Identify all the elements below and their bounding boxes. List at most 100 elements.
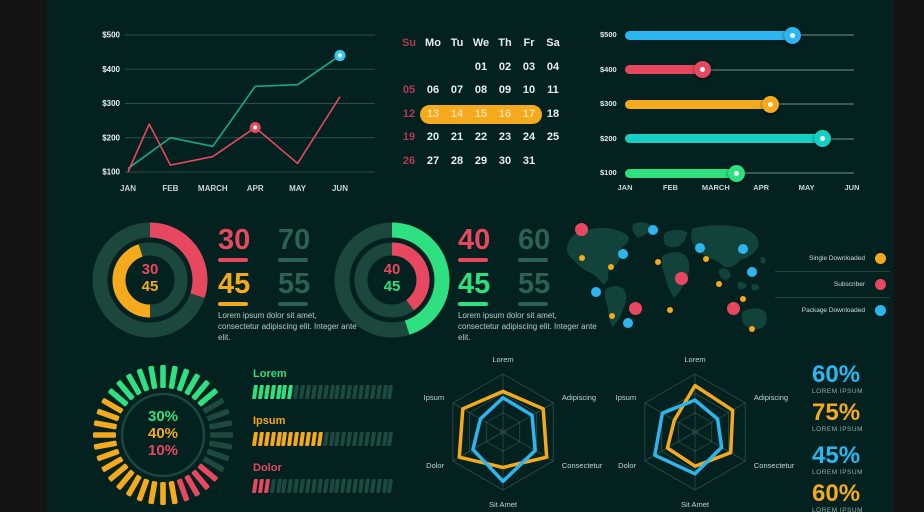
map-data-dot [608, 312, 615, 319]
legend-item[interactable]: Single Downloaded [775, 246, 890, 271]
calendar-day[interactable]: 04 [546, 60, 560, 73]
calendar-day[interactable]: 05 [402, 84, 416, 96]
radar-axis-label: Ipsum [424, 393, 444, 402]
slider-track[interactable] [625, 129, 854, 149]
calendar-day[interactable]: 28 [450, 154, 464, 167]
legend-dot [875, 279, 886, 290]
slider-row: $400 [598, 60, 890, 80]
calendar-empty-cell [421, 56, 445, 80]
map-data-dot [748, 325, 755, 332]
stat-number: 60 [518, 224, 551, 256]
progress-bar-segment [375, 385, 382, 399]
gauge-tick [168, 481, 178, 505]
slider-track[interactable] [625, 25, 854, 45]
calendar-day[interactable]: 23 [498, 131, 512, 143]
monthly-line-chart-panel: $100 $200 $300 $400 $500 JAN FEB MARCH APR MAY JUN [85, 12, 385, 207]
progress-bar[interactable] [252, 432, 433, 446]
slider-track[interactable] [625, 60, 854, 80]
calendar-day[interactable]: 06 [426, 84, 440, 96]
calendar-empty-cell [541, 150, 565, 174]
donut-left-stats: 30 70 45 55 [218, 226, 326, 306]
gauge-tick [96, 448, 120, 462]
radar-axis-label: Consectetur [754, 461, 795, 470]
stat-underline [458, 258, 488, 262]
calendar-day[interactable]: 27 [426, 154, 440, 167]
progress-bar-segment [369, 479, 377, 493]
map-data-dot [575, 222, 589, 236]
radar-axis-label: Dolor [426, 461, 444, 470]
radar-spoke [644, 431, 696, 462]
radar-axis-label: Sit Amet [681, 500, 710, 509]
calendar-day[interactable]: 16 [498, 107, 512, 120]
calendar-day[interactable]: 03 [522, 60, 536, 73]
slider-handle[interactable] [784, 26, 802, 44]
caption-text: Lorem ipsum dolor sit amet, consectetur … [218, 311, 357, 342]
x-axis-tick-label: FEB [162, 184, 178, 193]
calendar-day[interactable]: 24 [522, 131, 536, 143]
progress-bar-segment [387, 432, 394, 446]
donut-chart-left [92, 222, 208, 338]
slider-handle[interactable] [761, 95, 779, 113]
calendar-day[interactable]: 07 [450, 84, 464, 96]
stat-item: 60% LOREM IPSUM [812, 481, 902, 512]
progress-bar-segment [316, 432, 324, 446]
calendar-day[interactable]: 19 [402, 131, 416, 143]
stat-number-cell: 60 [518, 226, 566, 262]
calendar-day[interactable]: 18 [546, 107, 560, 120]
calendar-day[interactable]: 12 [402, 107, 416, 120]
calendar-day[interactable]: 09 [498, 84, 512, 96]
calendar-day[interactable]: 21 [450, 131, 464, 143]
x-axis-tick-label: JAN [617, 183, 633, 192]
calendar-day[interactable]: 25 [546, 131, 560, 143]
slider-axis-months: JAN FEB MARCH APR MAY JUN [598, 183, 890, 195]
gauge-tick [191, 380, 210, 401]
slider-fill [625, 134, 823, 143]
legend-item[interactable]: Package Downloaded [775, 297, 890, 323]
slider-handle[interactable] [813, 130, 831, 147]
blue-series-polygon [653, 398, 724, 476]
slider-handle[interactable] [693, 61, 711, 78]
stat-number-cell: 55 [278, 270, 326, 306]
legend-item[interactable]: Subscriber [775, 271, 890, 297]
calendar-day[interactable]: 08 [474, 84, 488, 96]
legend-label: Package Downloaded [801, 307, 865, 314]
map-legend: Single Downloaded Subscriber Package Downl… [775, 246, 890, 323]
calendar-day[interactable]: 13 [426, 107, 440, 120]
calendar-day[interactable]: 26 [402, 154, 416, 167]
calendar-weekday-label: Tu [450, 37, 464, 49]
line-chart-svg: $100 $200 $300 $400 $500 JAN FEB MARCH APR MAY JUN [102, 31, 375, 193]
slider-track[interactable] [625, 163, 854, 183]
calendar-day[interactable]: 31 [522, 154, 536, 167]
calendar-day[interactable]: 10 [522, 84, 536, 96]
radar-chart-left: Lorem Adipiscing Consectetur Sit Amet Dolor I… [424, 355, 603, 509]
gauge-tick [202, 398, 225, 414]
calendar-day[interactable]: 30 [498, 154, 512, 167]
calendar-weekday-label: Th [498, 37, 512, 49]
gauge-tick [160, 482, 166, 505]
progress-bar[interactable] [252, 479, 433, 493]
calendar-day[interactable]: 15 [474, 107, 488, 120]
calendar-weekday-label: Fr [523, 37, 535, 49]
slider-track[interactable] [625, 94, 854, 114]
radar-axis-label: Lorem [684, 355, 705, 364]
gauge-tick [184, 474, 200, 497]
gauge-tick [93, 432, 116, 438]
map-data-dot [702, 256, 709, 262]
gauge-center-values: 30% 40% 10% [123, 408, 203, 459]
calendar-day[interactable]: 11 [547, 84, 559, 96]
calendar-day[interactable]: 17 [522, 107, 536, 120]
calendar-day[interactable]: 29 [474, 154, 488, 167]
stat-item: 60% LOREM IPSUM [812, 362, 902, 395]
calendar-day[interactable]: 14 [450, 107, 464, 120]
calendar-day[interactable]: 20 [426, 131, 440, 143]
calendar-day[interactable]: 01 [474, 60, 488, 73]
calendar-day[interactable]: 22 [474, 131, 488, 143]
slider-handle[interactable] [727, 164, 745, 182]
donut-left-center-values: 30 45 [120, 261, 180, 295]
calendar-day[interactable]: 02 [498, 60, 512, 73]
stat-number: 55 [518, 268, 551, 300]
progress-bar[interactable] [252, 385, 433, 399]
stat-label: LOREM IPSUM [812, 388, 864, 395]
gauge-tick [136, 368, 150, 392]
gauge-tick [96, 408, 120, 422]
